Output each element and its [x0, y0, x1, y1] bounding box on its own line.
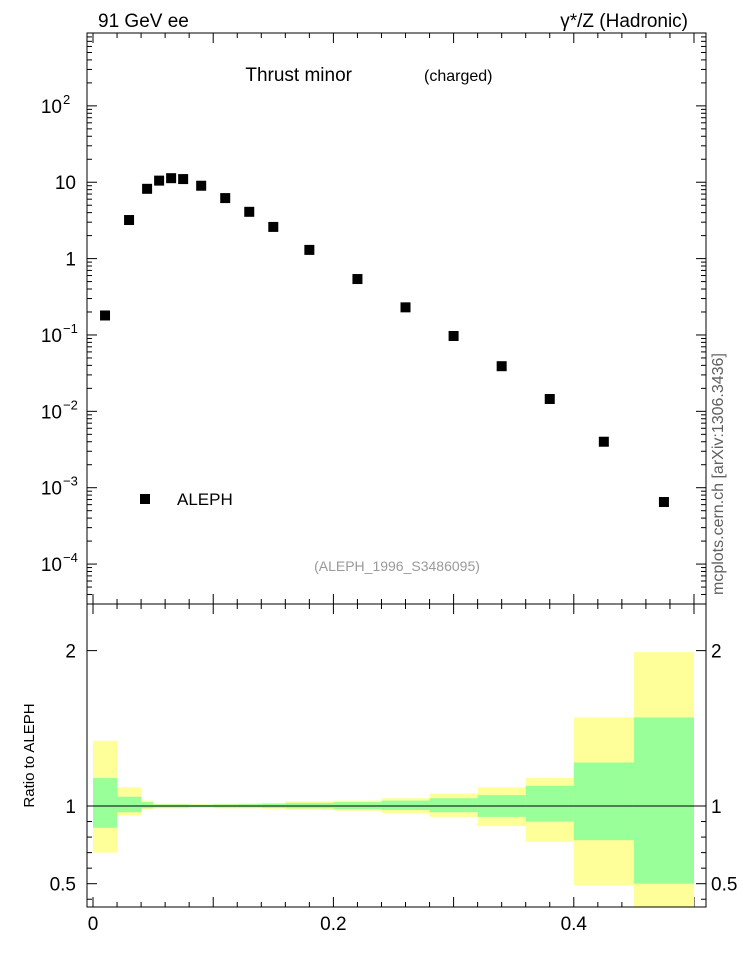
ratio-panel: 0 0.2 0.4 0.5 0.5 1 1 2 2 Ratio to ALEPH [21, 603, 737, 935]
data-point [100, 310, 111, 321]
y-tick-label: 10 [41, 479, 62, 500]
data-point [544, 394, 555, 405]
ratio-inner-band [429, 798, 478, 813]
y-tick-exponent: −4 [63, 550, 78, 565]
x-tick-label: 0.4 [561, 914, 588, 935]
y-tick-label: 10 [41, 97, 62, 118]
legend-label: ALEPH [177, 490, 233, 509]
y-tick-exponent: −2 [63, 397, 78, 412]
y-tick-label: 10 [55, 173, 76, 194]
data-point [154, 175, 165, 186]
main-frame [86, 32, 707, 605]
y-tick-exponent: −1 [63, 321, 78, 336]
y-tick-label: 10 [41, 326, 62, 347]
data-point [124, 215, 135, 226]
ratio-inner-band [117, 796, 142, 813]
header-right-label: γ*/Z (Hadronic) [560, 11, 688, 32]
ratio-y-tick-label: 1 [65, 797, 76, 818]
data-point [598, 436, 609, 447]
ratio-y-tick-label-right: 0.5 [711, 875, 737, 896]
data-point [220, 193, 231, 204]
y-tick-label: 10 [41, 555, 62, 576]
x-tick-label: 0.2 [320, 914, 346, 935]
legend-marker [140, 494, 150, 504]
data-point [352, 274, 363, 285]
ratio-inner-band [633, 717, 694, 884]
data-point [268, 221, 279, 232]
ratio-y-tick-label: 2 [65, 642, 76, 663]
ratio-inner-band [573, 762, 634, 841]
data-point [196, 180, 207, 191]
ratio-y-tick-label: 0.5 [50, 875, 76, 896]
ratio-inner-band [93, 778, 118, 828]
data-point [142, 183, 153, 194]
ratio-inner-band [381, 800, 430, 810]
ratio-frame [86, 603, 707, 908]
header-left-label: 91 GeV ee [98, 11, 189, 32]
ratio-y-axis-label: Ratio to ALEPH [21, 703, 38, 807]
ratio-y-tick-label-right: 2 [711, 642, 722, 663]
data-point [658, 496, 669, 507]
x-tick-label: 0 [88, 914, 99, 935]
data-point [400, 302, 411, 313]
data-point [304, 244, 315, 255]
ratio-inner-band [141, 802, 154, 809]
data-point [166, 173, 177, 184]
data-point [178, 174, 189, 185]
side-watermark: mcplots.cern.ch [arXiv:1306.3436] [710, 353, 727, 595]
y-tick-label: 10 [41, 402, 62, 423]
y-tick-label: 1 [65, 250, 76, 271]
chart-subtitle: (charged) [424, 68, 492, 85]
analysis-annotation: (ALEPH_1996_S3486095) [314, 558, 480, 574]
ratio-y-tick-label-right: 1 [711, 797, 722, 818]
data-point [496, 361, 507, 372]
data-point [448, 330, 459, 341]
y-tick-exponent: −3 [63, 474, 78, 489]
chart-title: Thrust minor [245, 65, 352, 86]
ratio-inner-band [525, 785, 574, 822]
y-tick-exponent: 2 [63, 92, 70, 107]
data-point [244, 206, 255, 217]
